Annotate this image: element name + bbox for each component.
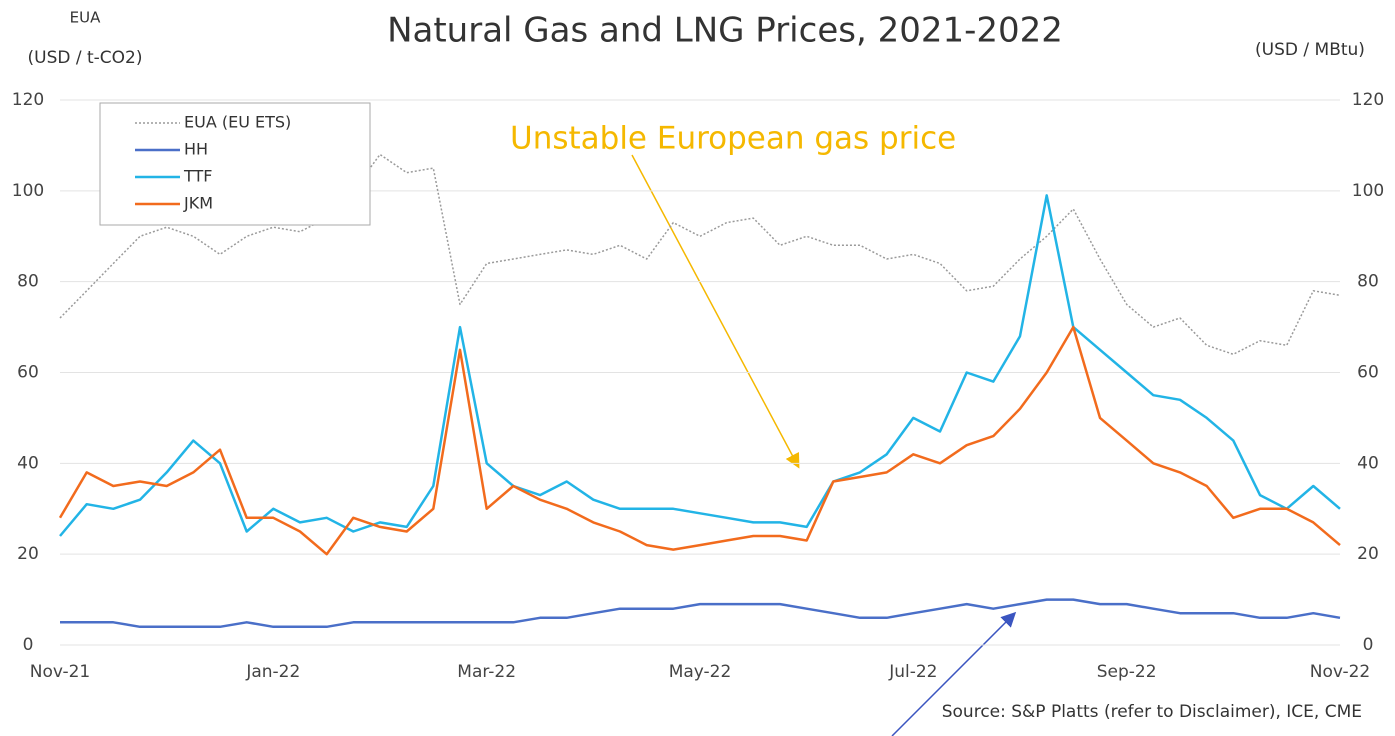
- series-line: [60, 598, 1341, 629]
- series-line: [59, 194, 1341, 537]
- y-axis-label-top: EUA: [70, 9, 101, 27]
- y2-tick-label: 40: [1357, 453, 1379, 473]
- x-tick-label: Mar-22: [457, 662, 516, 682]
- series-line: [59, 153, 1341, 356]
- x-tick-label: Nov-22: [1310, 662, 1371, 682]
- y2-tick-label: 60: [1357, 363, 1379, 383]
- legend-label: EUA (EU ETS): [184, 113, 291, 132]
- y2-tick-label: 120: [1352, 90, 1384, 110]
- y2-tick-label: 80: [1357, 272, 1379, 292]
- annotation-arrow: [891, 611, 1017, 736]
- y2-tick-label: 20: [1357, 544, 1379, 564]
- legend-label: HH: [184, 140, 208, 159]
- source-note: Source: S&P Platts (refer to Disclaimer)…: [942, 702, 1362, 722]
- x-tick-label: Jul-22: [888, 662, 937, 682]
- series-line: [58, 325, 1341, 556]
- legend-label: TTF: [183, 167, 212, 186]
- y-tick-label: 120: [12, 90, 44, 110]
- y2-tick-label: 0: [1363, 635, 1374, 655]
- y-tick-label: 0: [23, 635, 34, 655]
- y-axis-label: (USD / t-CO2): [28, 48, 143, 68]
- x-tick-label: May-22: [669, 662, 732, 682]
- annotation-arrow: [631, 154, 800, 469]
- y-tick-label: 60: [17, 363, 39, 383]
- chart-title: Natural Gas and LNG Prices, 2021-2022: [387, 11, 1063, 51]
- annotation: Unstable European gas price: [510, 121, 956, 157]
- y-tick-label: 80: [17, 272, 39, 292]
- x-tick-label: Jan-22: [245, 662, 300, 682]
- y-tick-label: 20: [17, 544, 39, 564]
- x-tick-label: Sep-22: [1097, 662, 1157, 682]
- y-tick-label: 40: [17, 453, 39, 473]
- y-tick-label: 100: [12, 181, 44, 201]
- legend-label: JKM: [183, 194, 213, 213]
- y2-axis-label: (USD / MBtu): [1255, 40, 1365, 60]
- y2-tick-label: 100: [1352, 181, 1384, 201]
- x-tick-label: Nov-21: [30, 662, 91, 682]
